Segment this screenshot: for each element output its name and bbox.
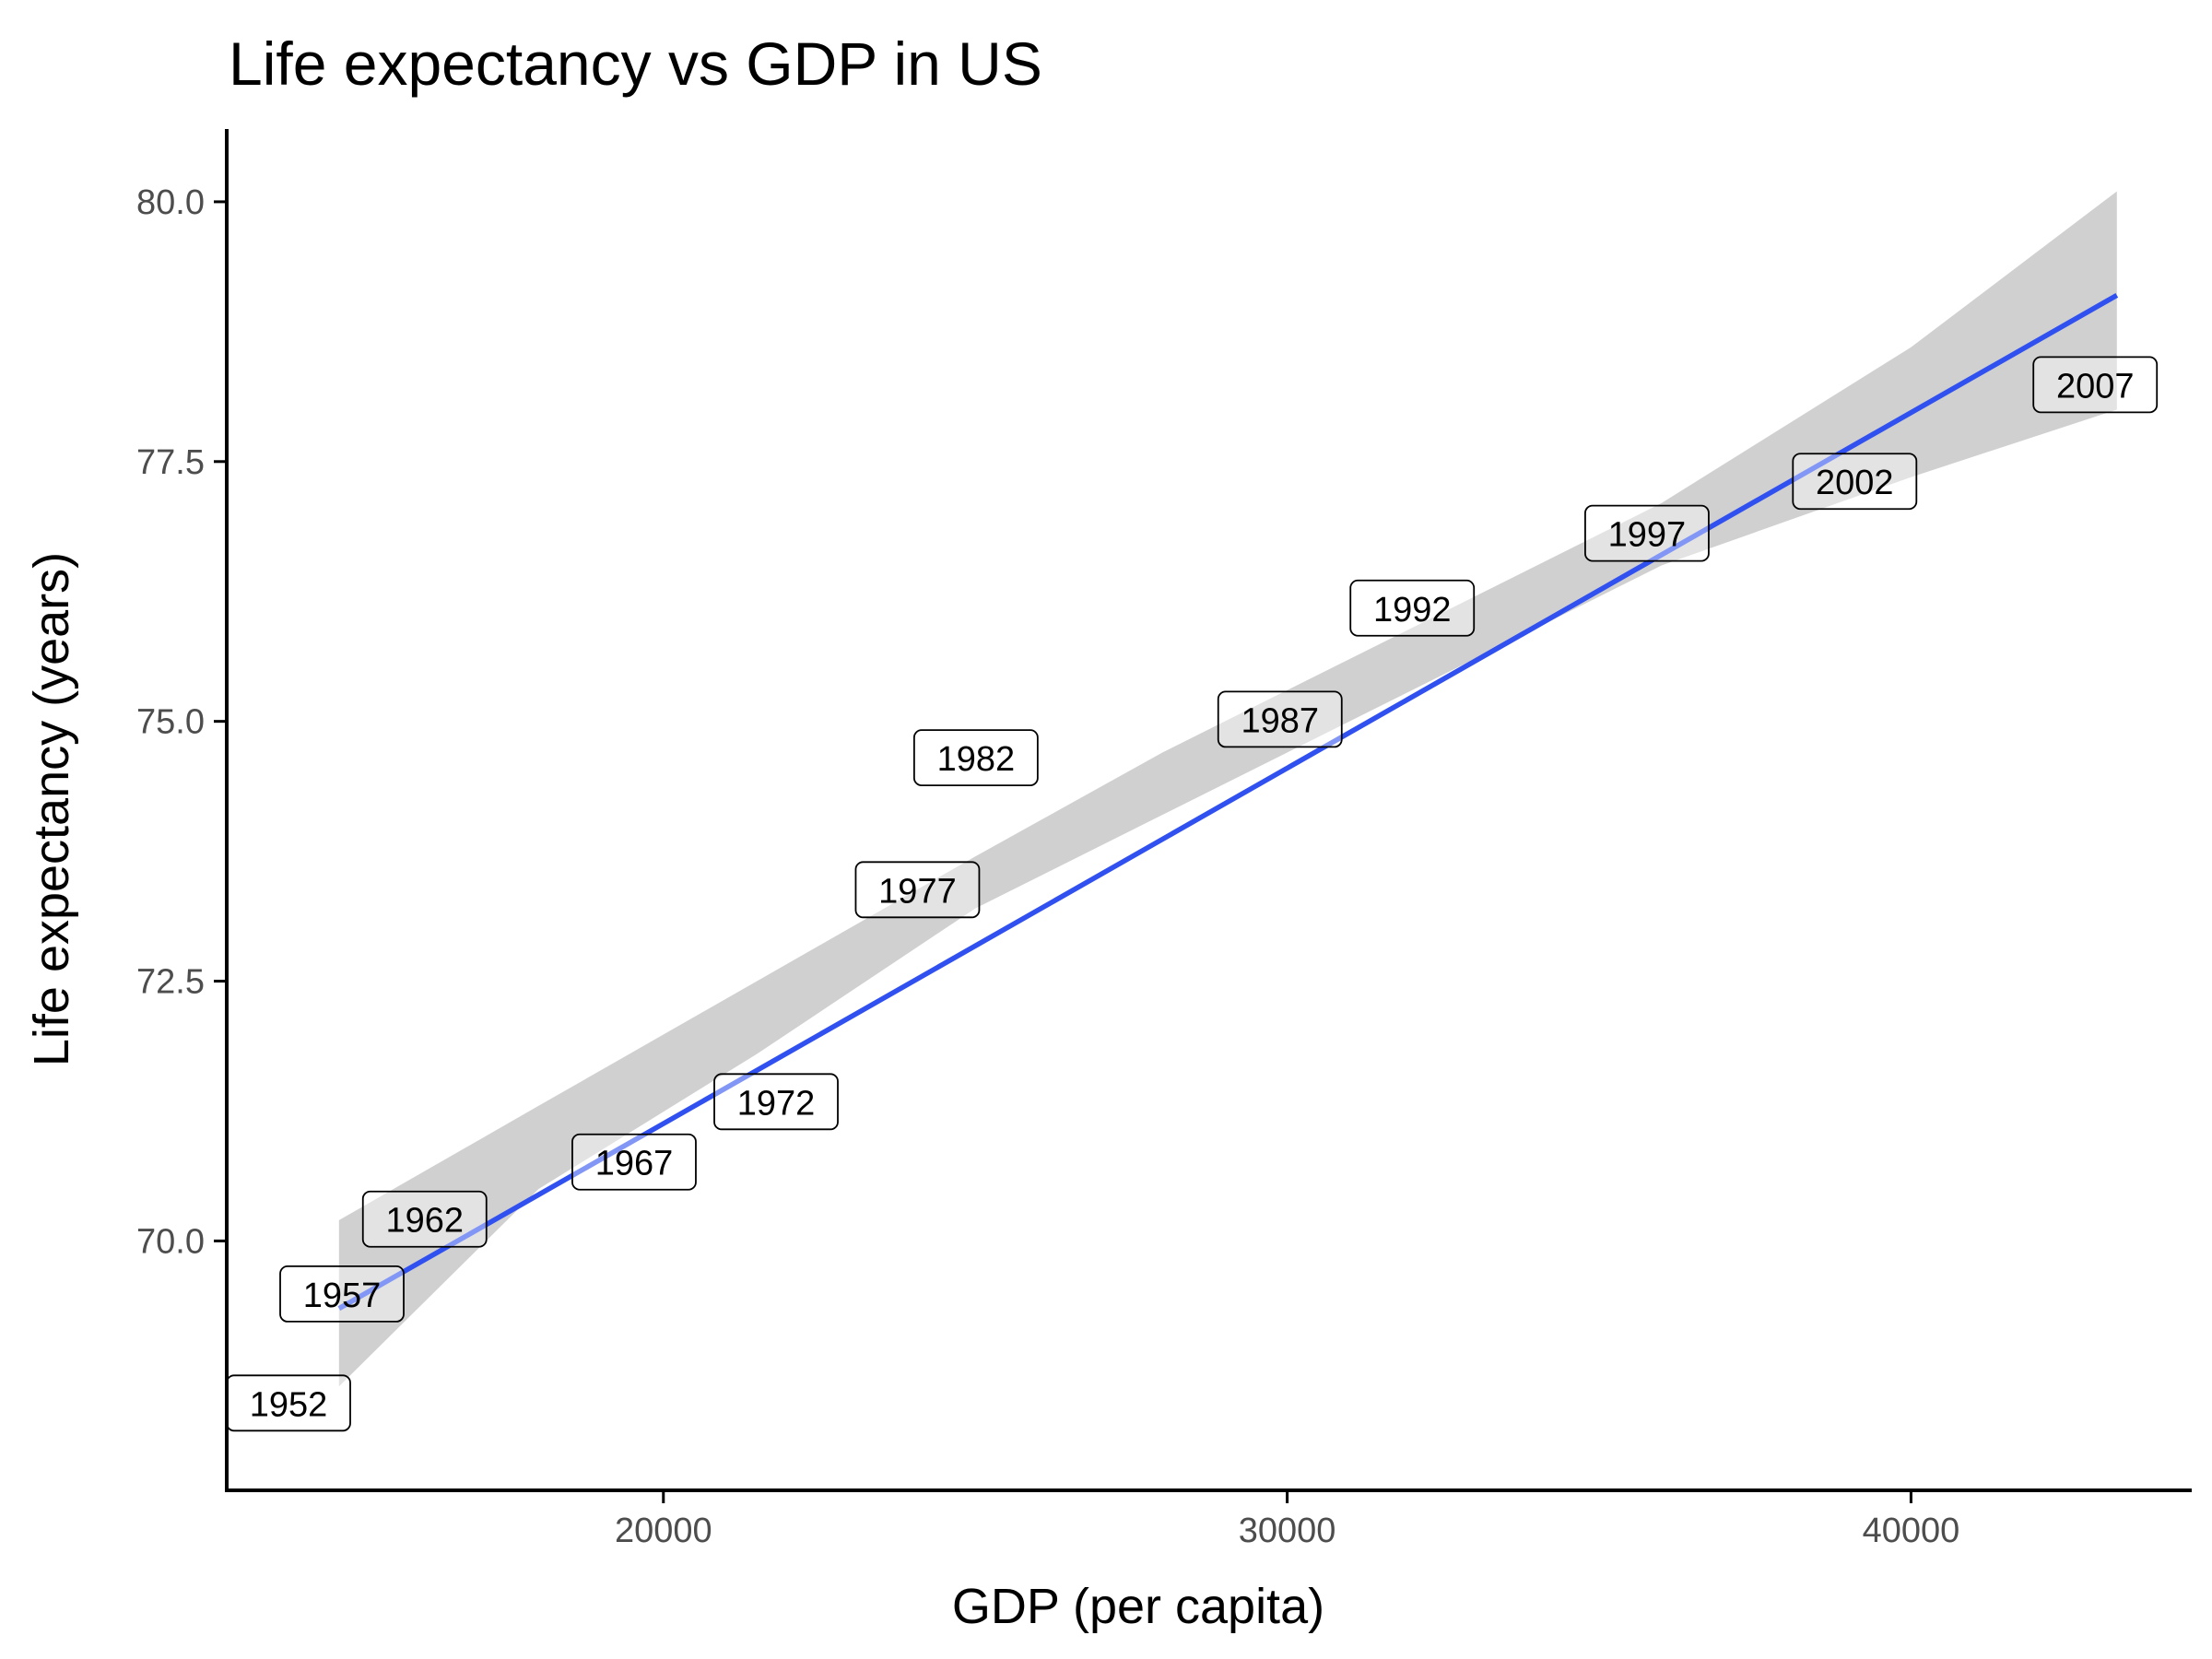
confidence-band	[338, 191, 2117, 1387]
point-label: 1977	[854, 861, 981, 919]
axes-layer: 20000 30000 40000 70.0 72.5 75.0 77.5 80.0	[136, 129, 2192, 1550]
y-tick-label: 70.0	[136, 1222, 205, 1261]
point-label-box	[1349, 579, 1476, 637]
x-tick-label: 20000	[615, 1512, 712, 1550]
point-label: 2002	[1792, 453, 1918, 511]
point-label-text: 2007	[2056, 367, 2135, 406]
y-tick-label: 72.5	[136, 963, 205, 1002]
point-label-box	[361, 1190, 488, 1248]
point-label: 2007	[2032, 356, 2159, 414]
y-tick-label: 77.5	[136, 443, 205, 482]
point-label: 1967	[571, 1133, 697, 1191]
y-axis-title: Life expectancy (years)	[24, 552, 79, 1066]
point-label-box	[854, 861, 981, 919]
point-label-text: 1982	[937, 740, 1016, 779]
point-label-box	[1217, 690, 1343, 748]
point-label-box	[571, 1133, 697, 1191]
confidence-band-layer	[338, 191, 2117, 1387]
point-label-text: 1992	[1373, 591, 1452, 629]
trend-line-layer	[337, 293, 2119, 1312]
point-label: 1952	[226, 1374, 351, 1432]
point-label: 1962	[361, 1190, 488, 1248]
point-label: 1987	[1217, 690, 1343, 748]
point-label-box	[1792, 453, 1918, 511]
point-label: 1997	[1584, 504, 1710, 562]
point-label-box	[713, 1073, 839, 1131]
point-label-box	[279, 1265, 405, 1323]
y-tick-label: 80.0	[136, 183, 205, 222]
point-label-box	[2032, 356, 2159, 414]
point-label-text: 2002	[1816, 464, 1894, 502]
trend-line	[337, 293, 2119, 1312]
point-label-text: 1997	[1608, 516, 1687, 555]
point-label: 1972	[713, 1073, 839, 1131]
point-label: 1957	[279, 1265, 405, 1323]
point-label: 1992	[1349, 579, 1476, 637]
point-label-text: 1957	[303, 1277, 382, 1315]
point-label-box	[1584, 504, 1710, 562]
point-label-box	[912, 729, 1039, 787]
point-label-text: 1967	[595, 1145, 674, 1183]
y-tick-label: 75.0	[136, 703, 205, 742]
point-label-text: 1987	[1241, 701, 1319, 740]
x-tick-label: 30000	[1239, 1512, 1336, 1550]
point-label-text: 1952	[250, 1385, 328, 1424]
point-label-text: 1972	[737, 1084, 816, 1123]
point-label-text: 1962	[385, 1202, 464, 1241]
point-label: 1982	[912, 729, 1039, 787]
x-axis-title: GDP (per capita)	[952, 1579, 1324, 1634]
x-tick-label: 40000	[1863, 1512, 1960, 1550]
chart-title: Life expectancy vs GDP in US	[229, 29, 1042, 98]
point-label-text: 1977	[878, 872, 957, 911]
